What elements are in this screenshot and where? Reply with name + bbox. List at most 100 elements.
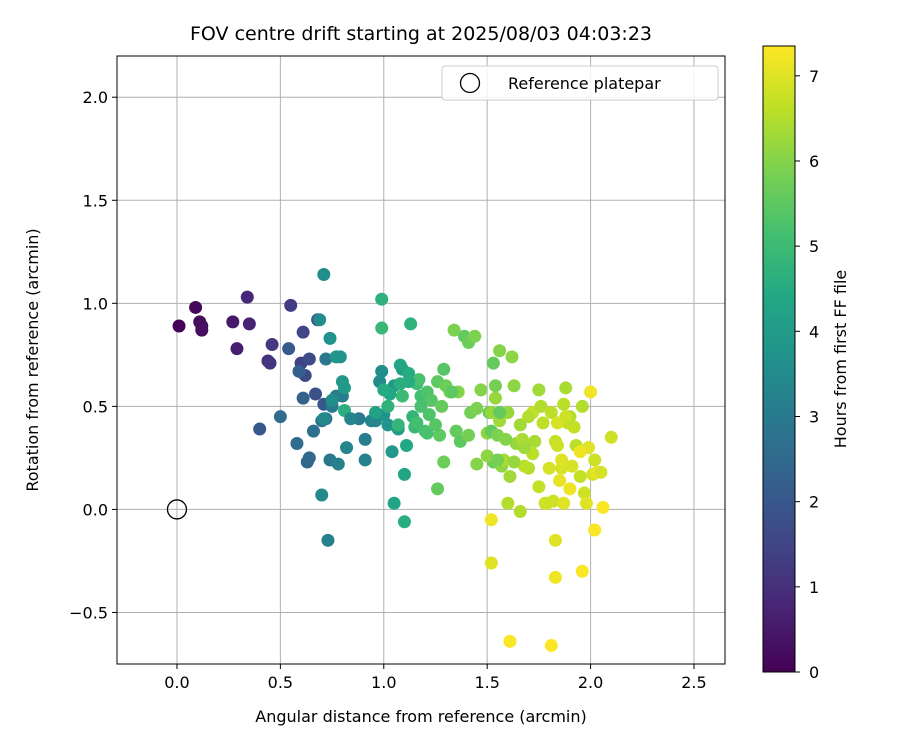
data-point-62 <box>400 439 414 453</box>
data-point-185 <box>445 385 459 399</box>
data-point-73 <box>424 393 438 407</box>
data-point-93 <box>493 344 507 358</box>
x-tick-label-5: 2.5 <box>681 673 706 692</box>
x-tick-label-2: 1.0 <box>371 673 396 692</box>
data-point-25 <box>302 451 316 465</box>
data-point-152 <box>414 399 428 413</box>
data-point-96 <box>503 469 517 483</box>
legend: Reference platepar <box>441 65 719 101</box>
data-point-12 <box>284 298 298 312</box>
legend-box <box>441 65 719 101</box>
data-point-57 <box>385 445 399 459</box>
y-axis-label: Rotation from reference (arcmin) <box>23 228 42 491</box>
data-point-179 <box>567 420 581 434</box>
colorbar-tick-label-0: 0 <box>809 663 819 682</box>
data-point-108 <box>544 406 558 420</box>
plot-frame <box>116 55 726 665</box>
data-point-49 <box>358 432 372 446</box>
data-point-126 <box>596 500 610 514</box>
data-point-27 <box>273 410 287 424</box>
data-point-50 <box>358 453 372 467</box>
data-point-158 <box>474 383 488 397</box>
legend-marker-reference <box>459 72 481 94</box>
data-point-178 <box>565 459 579 473</box>
x-tick-label-0: 0.0 <box>164 673 189 692</box>
data-point-118 <box>575 399 589 413</box>
y-tick-label-5: 2.0 <box>83 88 108 107</box>
colorbar-tick-label-5: 5 <box>809 237 819 256</box>
data-point-43 <box>315 488 329 502</box>
data-point-177 <box>559 410 573 424</box>
data-point-146 <box>375 321 389 335</box>
data-point-183 <box>507 455 521 469</box>
data-point-110 <box>550 439 564 453</box>
data-point-61 <box>397 467 411 481</box>
y-axis-ticks: −0.5 0.0 0.5 1.0 1.5 2.0 <box>69 88 117 622</box>
data-point-125 <box>594 465 608 479</box>
data-point-143 <box>393 358 407 372</box>
data-point-75 <box>435 399 449 413</box>
reference-marker-group <box>166 499 188 520</box>
data-point-193 <box>325 393 339 407</box>
data-point-45 <box>329 350 343 364</box>
data-point-47 <box>337 381 351 395</box>
data-point-148 <box>381 399 395 413</box>
data-point-135 <box>588 523 602 537</box>
data-point-54 <box>375 364 389 378</box>
y-tick-label-4: 1.5 <box>83 191 108 210</box>
y-tick-label-1: 0.0 <box>83 500 108 519</box>
data-point-130 <box>503 634 517 648</box>
data-point-175 <box>555 453 569 467</box>
data-point-194 <box>344 412 358 426</box>
data-point-0 <box>172 319 186 333</box>
data-point-42 <box>321 533 335 547</box>
chart-title: FOV centre drift starting at 2025/08/03 … <box>190 23 652 45</box>
data-point-137 <box>563 482 577 496</box>
data-point-1 <box>189 300 203 314</box>
data-point-7 <box>240 290 254 304</box>
data-point-85 <box>470 457 484 471</box>
plot-background <box>117 56 725 664</box>
data-point-99 <box>513 418 527 432</box>
data-point-140 <box>431 482 445 496</box>
data-point-169 <box>528 434 542 448</box>
x-axis-label: Angular distance from reference (arcmin) <box>255 707 586 726</box>
colorbar-ticks: 0 1 2 3 4 5 6 7 <box>795 67 819 682</box>
data-point-39 <box>313 313 327 327</box>
x-axis-ticks: 0.0 0.5 1.0 1.5 2.0 2.5 <box>164 664 707 692</box>
data-point-4 <box>195 319 209 333</box>
data-point-97 <box>505 350 519 364</box>
data-point-186 <box>449 424 463 438</box>
data-point-168 <box>522 410 536 424</box>
colorbar-label: Hours from first FF file <box>831 270 850 449</box>
data-point-188 <box>428 418 442 432</box>
data-point-159 <box>480 449 494 463</box>
data-point-41 <box>323 331 337 345</box>
colorbar-tick-label-4: 4 <box>809 322 819 341</box>
data-point-129 <box>484 556 498 570</box>
data-point-133 <box>548 533 562 547</box>
data-point-176 <box>557 496 571 510</box>
data-point-105 <box>534 399 548 413</box>
data-point-128 <box>484 513 498 527</box>
data-point-117 <box>573 469 587 483</box>
data-point-166 <box>513 504 527 518</box>
data-point-161 <box>488 391 502 405</box>
colorbar-tick-label-1: 1 <box>809 578 819 597</box>
data-point-23 <box>296 391 310 405</box>
data-point-165 <box>507 379 521 393</box>
data-point-142 <box>412 373 426 387</box>
data-point-139 <box>573 445 587 459</box>
data-point-64 <box>387 496 401 510</box>
data-point-121 <box>584 385 598 399</box>
data-point-40 <box>317 267 331 281</box>
y-tick-label-0: −0.5 <box>69 603 108 622</box>
data-point-11 <box>265 338 279 352</box>
data-point-180 <box>491 453 505 467</box>
y-tick-label-3: 1.0 <box>83 294 108 313</box>
data-point-150 <box>395 389 409 403</box>
x-tick-label-1: 0.5 <box>268 673 293 692</box>
data-point-8 <box>242 317 256 331</box>
colorbar-tick-label-2: 2 <box>809 493 819 512</box>
data-point-28 <box>306 424 320 438</box>
